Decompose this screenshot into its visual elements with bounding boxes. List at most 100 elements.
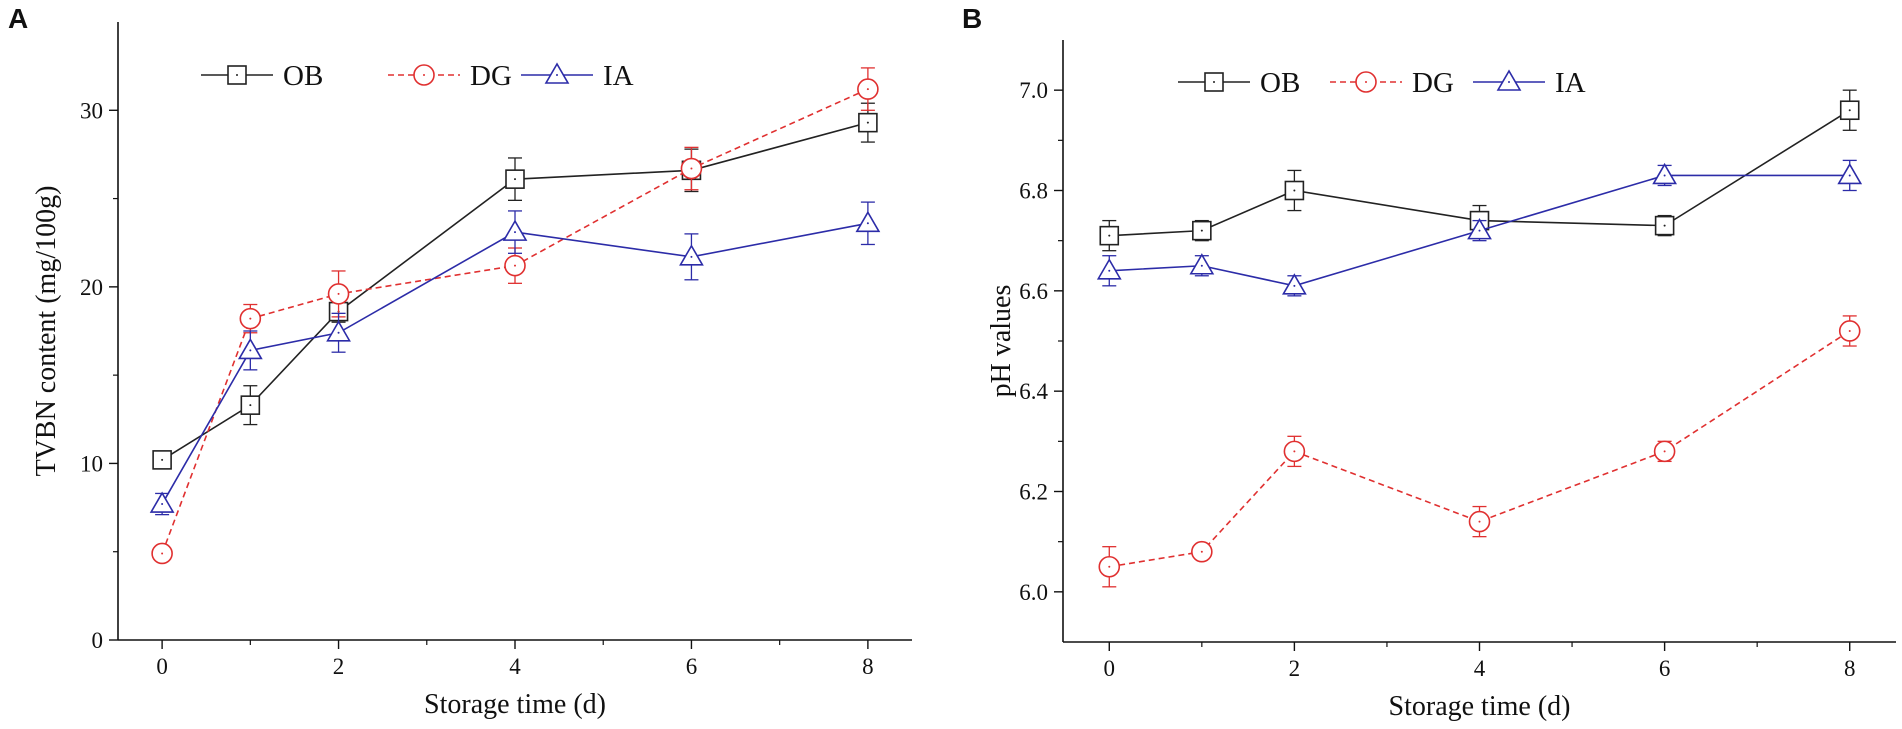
- x-tick-label: 4: [509, 654, 521, 679]
- legend-entry-ob: OB: [1178, 67, 1300, 99]
- y-tick-label: 20: [80, 275, 103, 300]
- series-dg: [1098, 315, 1861, 588]
- data-point-marker: [1837, 162, 1863, 185]
- legend-label: DG: [470, 60, 512, 92]
- data-point-marker-center-dot: [1848, 109, 1851, 112]
- data-point-marker-center-dot: [1663, 174, 1666, 177]
- legend-label: IA: [1555, 67, 1586, 99]
- legend-entry-dg: DG: [388, 60, 512, 92]
- data-point-marker: [1282, 273, 1307, 295]
- data-point-marker-center-dot: [1293, 450, 1296, 453]
- data-point-marker-center-dot: [1108, 565, 1111, 568]
- data-point-marker-center-dot: [1848, 329, 1851, 332]
- legend-entry-ia: IA: [521, 60, 634, 92]
- data-point-marker-center-dot: [1478, 520, 1481, 523]
- data-point-marker-center-dot: [866, 88, 869, 91]
- legend-entry-dg: DG: [1330, 67, 1454, 99]
- data-point-marker: [1189, 253, 1215, 275]
- y-tick-label: 6.8: [1019, 179, 1048, 204]
- x-axis-label: Storage time (d): [424, 689, 606, 720]
- y-tick-label: 6.6: [1019, 279, 1048, 304]
- series-line: [161, 88, 869, 554]
- legend-entry-ob: OB: [201, 60, 323, 92]
- data-point-marker-center-dot: [249, 317, 252, 320]
- panel-a: A 0 2 4 6 8 Storage time (d) 0 10 20 30 TVBN conte…: [8, 3, 912, 720]
- x-tick-label: 0: [156, 654, 168, 679]
- data-point-marker-center-dot: [1293, 189, 1296, 192]
- x-tick-label: 2: [333, 654, 345, 679]
- x-tick-label: 4: [1474, 656, 1486, 681]
- series-line: [1109, 109, 1851, 237]
- data-point-marker-center-dot: [1293, 284, 1296, 287]
- data-point-marker-center-dot: [866, 222, 869, 225]
- data-point-marker-center-dot: [1200, 264, 1203, 267]
- y-tick-label: 7.0: [1019, 78, 1048, 103]
- panel-b: B 0 2 4 6 8 Storage time (d) 6.0 6.2 6.4 6.6 6.8 7.…: [962, 3, 1896, 722]
- data-point-marker-center-dot: [690, 167, 693, 170]
- x-tick-label: 8: [862, 654, 874, 679]
- legend-marker-center-dot: [1213, 81, 1215, 83]
- x-tick-label: 0: [1104, 656, 1116, 681]
- data-point-marker: [326, 320, 351, 342]
- data-point-marker: [1467, 218, 1492, 240]
- data-point-marker: [237, 337, 263, 360]
- series-line: [1109, 174, 1850, 287]
- data-point-marker-center-dot: [1663, 224, 1666, 227]
- data-point-marker-center-dot: [1200, 550, 1203, 553]
- data-point-marker-center-dot: [161, 503, 164, 506]
- series-line: [1109, 330, 1851, 568]
- series-ia: [149, 201, 881, 516]
- y-axis-label: pH values: [986, 285, 1017, 398]
- data-point-marker: [502, 219, 528, 241]
- series-ob: [1099, 89, 1860, 252]
- data-point-marker-center-dot: [1478, 229, 1481, 232]
- x-tick-label: 6: [686, 654, 698, 679]
- data-point-marker-center-dot: [161, 552, 164, 555]
- legend-marker-center-dot: [423, 74, 425, 76]
- data-point-marker-center-dot: [866, 121, 869, 124]
- x-axis-label: Storage time (d): [1389, 691, 1571, 722]
- y-tick-label: 30: [80, 98, 103, 123]
- legend-marker-center-dot: [1508, 81, 1510, 83]
- data-point-marker-center-dot: [161, 458, 164, 461]
- data-point-marker-center-dot: [249, 404, 252, 407]
- legend-marker: [544, 62, 570, 84]
- x-tick-label: 6: [1659, 656, 1671, 681]
- data-point-marker-center-dot: [1848, 174, 1851, 177]
- series-line: [161, 222, 869, 505]
- legend-label: IA: [603, 60, 634, 92]
- y-tick-label: 6.4: [1019, 379, 1048, 404]
- data-point-marker: [679, 244, 704, 266]
- series-ob: [152, 102, 878, 470]
- data-point-marker: [1652, 162, 1677, 185]
- data-point-marker-center-dot: [514, 178, 516, 181]
- data-point-marker-center-dot: [249, 349, 252, 352]
- y-axis-label: TVBN content (mg/100g): [31, 186, 62, 477]
- series-ia: [1096, 159, 1863, 297]
- legend-marker: [1496, 69, 1522, 91]
- data-point-marker-center-dot: [337, 292, 340, 295]
- x-tick-label: 8: [1844, 656, 1856, 681]
- data-point-marker-center-dot: [1108, 234, 1111, 237]
- data-point-marker: [1096, 258, 1122, 280]
- legend-label: OB: [1260, 67, 1300, 99]
- legend-label: DG: [1412, 67, 1454, 99]
- y-tick-label: 6.0: [1019, 580, 1048, 605]
- panel-letter: B: [962, 3, 982, 34]
- y-tick-label: 6.2: [1019, 480, 1048, 505]
- panel-letter: A: [8, 3, 28, 34]
- data-point-marker-center-dot: [514, 231, 516, 234]
- legend-entry-ia: IA: [1473, 67, 1586, 99]
- series-line: [161, 121, 869, 461]
- legend-marker-center-dot: [1365, 81, 1367, 83]
- data-point-marker-center-dot: [1663, 450, 1666, 453]
- data-point-marker: [149, 491, 175, 513]
- y-tick-label: 0: [92, 628, 104, 653]
- x-tick-label: 2: [1289, 656, 1301, 681]
- data-point-marker-center-dot: [1200, 229, 1203, 232]
- y-tick-label: 10: [80, 451, 103, 476]
- data-point-marker: [855, 210, 881, 233]
- data-point-marker-center-dot: [1108, 269, 1111, 272]
- data-point-marker-center-dot: [514, 264, 516, 267]
